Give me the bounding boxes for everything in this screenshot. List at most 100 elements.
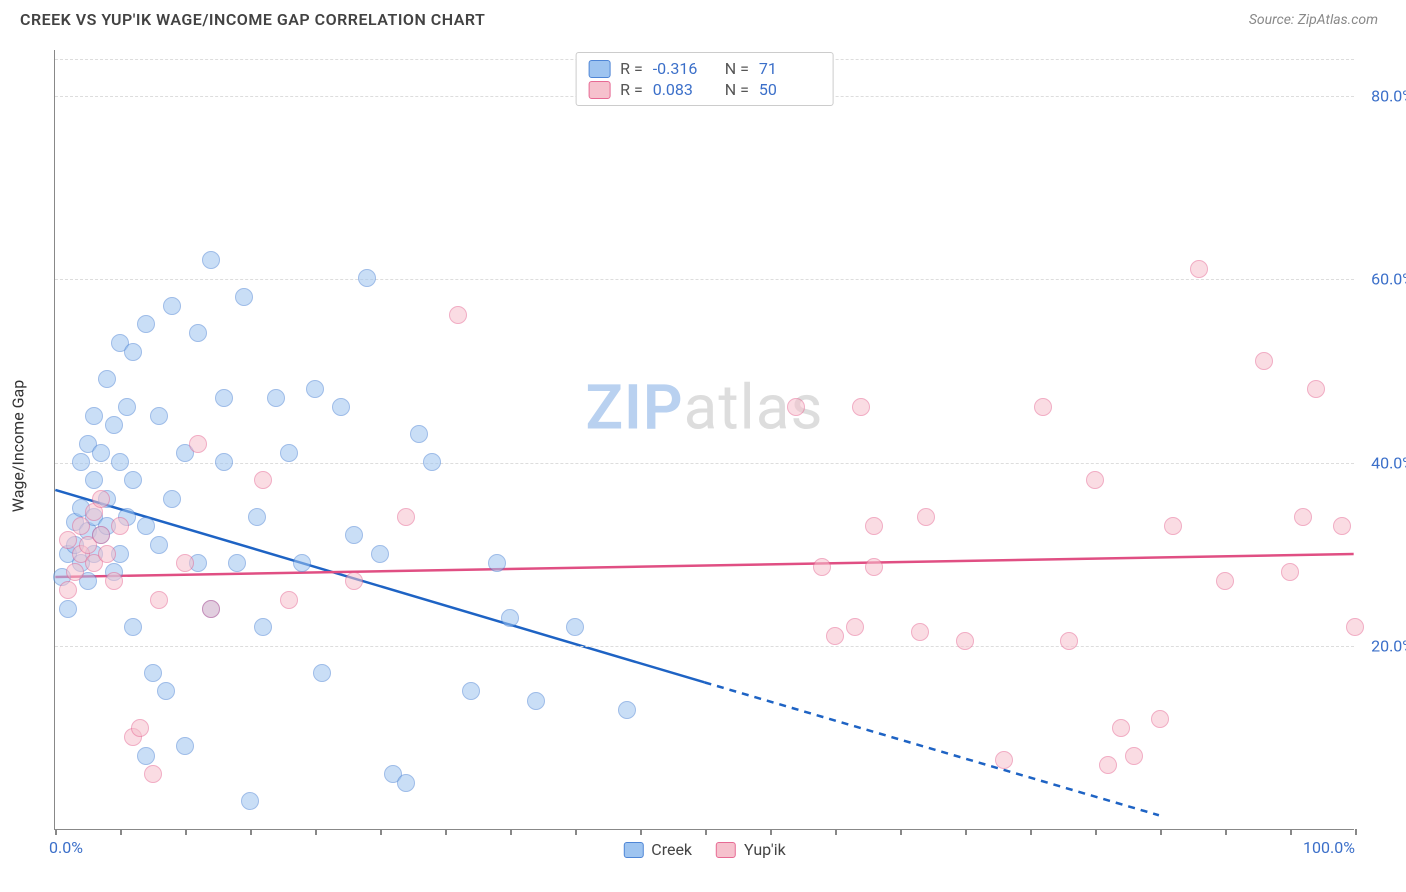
legend-swatch	[588, 60, 610, 78]
data-point	[865, 517, 883, 535]
data-point	[92, 444, 110, 462]
data-point	[1346, 618, 1364, 636]
data-point	[995, 751, 1013, 769]
data-point	[449, 306, 467, 324]
data-point	[98, 545, 116, 563]
data-point	[1151, 710, 1169, 728]
data-point	[462, 682, 480, 700]
data-point	[124, 618, 142, 636]
data-point	[787, 398, 805, 416]
x-tick-label: 100.0%	[1303, 838, 1355, 857]
data-point	[267, 389, 285, 407]
legend-swatch	[623, 842, 643, 858]
data-point	[176, 737, 194, 755]
data-point	[501, 609, 519, 627]
legend-stats: R =-0.316N =71R =0.083N =50	[575, 52, 834, 106]
data-point	[566, 618, 584, 636]
x-tick	[1225, 829, 1227, 835]
data-point	[189, 324, 207, 342]
gridline	[55, 279, 1354, 280]
data-point	[1255, 352, 1273, 370]
legend-label: Creek	[651, 840, 692, 859]
legend-n-label: N =	[725, 80, 749, 99]
data-point	[280, 591, 298, 609]
x-tick	[575, 829, 577, 835]
data-point	[1099, 756, 1117, 774]
data-point	[59, 600, 77, 618]
data-point	[202, 600, 220, 618]
legend-item: Yup'ik	[716, 840, 786, 859]
data-point	[293, 554, 311, 572]
data-point	[1125, 747, 1143, 765]
y-tick-label: 20.0%	[1371, 637, 1406, 656]
data-point	[202, 251, 220, 269]
x-tick	[1095, 829, 1097, 835]
data-point	[1216, 572, 1234, 590]
data-point	[865, 558, 883, 576]
legend-r-label: R =	[620, 80, 643, 99]
data-point	[111, 453, 129, 471]
data-point	[150, 536, 168, 554]
legend-swatch	[588, 81, 610, 99]
legend-series: Creek Yup'ik	[623, 840, 785, 859]
data-point	[306, 380, 324, 398]
x-tick	[900, 829, 902, 835]
data-point	[911, 623, 929, 641]
x-tick	[965, 829, 967, 835]
data-point	[397, 508, 415, 526]
data-point	[618, 701, 636, 719]
data-point	[85, 471, 103, 489]
data-point	[956, 632, 974, 650]
legend-n-label: N =	[725, 59, 749, 78]
data-point	[371, 545, 389, 563]
x-tick	[640, 829, 642, 835]
x-tick	[1030, 829, 1032, 835]
x-tick	[315, 829, 317, 835]
legend-swatch	[716, 842, 736, 858]
data-point	[105, 416, 123, 434]
y-tick-label: 40.0%	[1371, 453, 1406, 472]
data-point	[124, 343, 142, 361]
data-point	[111, 517, 129, 535]
data-point	[358, 269, 376, 287]
data-point	[92, 490, 110, 508]
data-point	[248, 508, 266, 526]
x-tick	[380, 829, 382, 835]
x-tick	[445, 829, 447, 835]
data-point	[826, 627, 844, 645]
data-point	[1164, 517, 1182, 535]
data-point	[163, 490, 181, 508]
data-point	[157, 682, 175, 700]
chart-header: CREEK VS YUP'IK WAGE/INCOME GAP CORRELAT…	[0, 0, 1406, 37]
data-point	[150, 591, 168, 609]
chart-source: Source: ZipAtlas.com	[1249, 12, 1378, 28]
data-point	[1112, 719, 1130, 737]
data-point	[397, 774, 415, 792]
data-point	[813, 558, 831, 576]
data-point	[118, 398, 136, 416]
y-axis-label: Wage/Income Gap	[9, 380, 28, 512]
data-point	[59, 581, 77, 599]
x-tick	[770, 829, 772, 835]
data-point	[215, 389, 233, 407]
data-point	[423, 453, 441, 471]
data-point	[1307, 380, 1325, 398]
data-point	[345, 526, 363, 544]
legend-n-value: 71	[759, 59, 821, 78]
data-point	[280, 444, 298, 462]
data-point	[1060, 632, 1078, 650]
data-point	[241, 792, 259, 810]
legend-r-label: R =	[620, 59, 643, 78]
plot-area: ZIPatlas 20.0%40.0%60.0%80.0%0.0%100.0%R…	[54, 50, 1354, 830]
x-tick	[1160, 829, 1162, 835]
data-point	[1281, 563, 1299, 581]
data-point	[917, 508, 935, 526]
data-point	[410, 425, 428, 443]
data-point	[150, 407, 168, 425]
data-point	[163, 297, 181, 315]
y-tick-label: 80.0%	[1371, 86, 1406, 105]
data-point	[66, 563, 84, 581]
data-point	[176, 554, 194, 572]
data-point	[1294, 508, 1312, 526]
data-point	[215, 453, 233, 471]
